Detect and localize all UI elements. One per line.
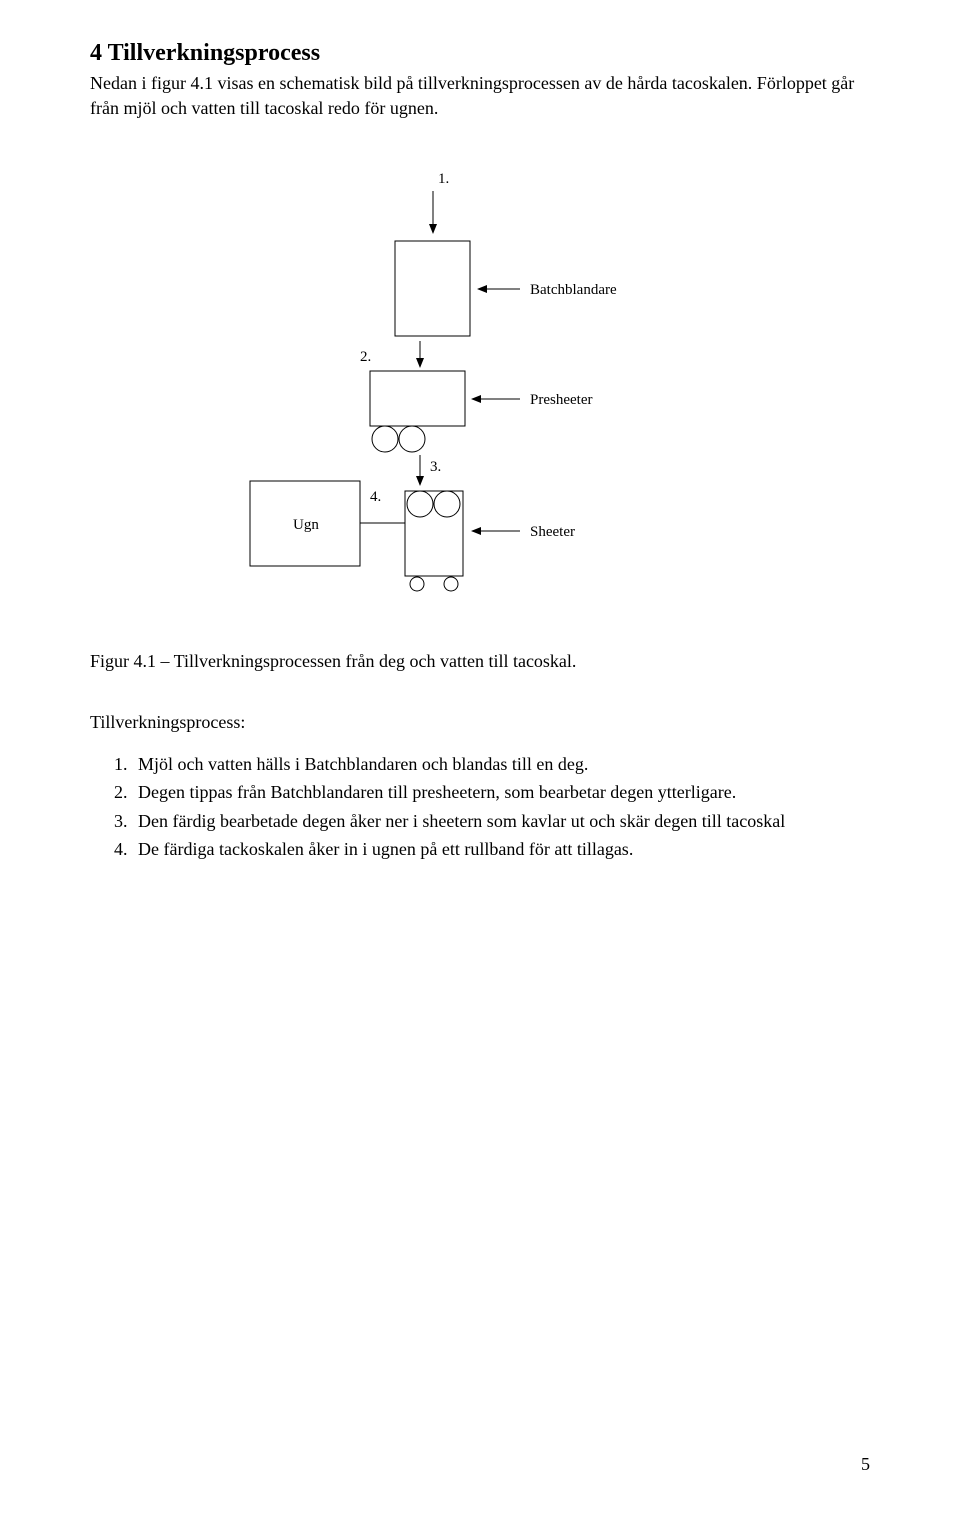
- list-item: Mjöl och vatten hälls i Batchblandaren o…: [132, 751, 870, 777]
- list-item: Den färdig bearbetade degen åker ner i s…: [132, 808, 870, 834]
- svg-text:3.: 3.: [430, 459, 441, 475]
- svg-text:1.: 1.: [438, 171, 449, 187]
- process-diagram: 1. 2. 3. 4. Batchblandare Presheeter Sheeter Ug…: [220, 171, 740, 601]
- svg-text:Sheeter: Sheeter: [530, 524, 575, 540]
- list-item: Degen tippas från Batchblandaren till pr…: [132, 779, 870, 805]
- section-heading: 4 Tillverkningsprocess: [90, 40, 870, 67]
- list-item: De färdiga tackoskalen åker in i ugnen p…: [132, 836, 870, 862]
- intro-paragraph: Nedan i figur 4.1 visas en schematisk bi…: [90, 71, 870, 121]
- process-list-label: Tillverkningsprocess:: [90, 712, 870, 733]
- svg-text:2.: 2.: [360, 349, 371, 365]
- svg-text:4.: 4.: [370, 489, 381, 505]
- svg-text:Presheeter: Presheeter: [530, 392, 592, 408]
- svg-text:Ugn: Ugn: [293, 517, 319, 533]
- page-number: 5: [861, 1454, 870, 1475]
- process-list: Mjöl och vatten hälls i Batchblandaren o…: [112, 751, 870, 861]
- svg-text:Batchblandare: Batchblandare: [530, 282, 617, 298]
- figure-caption: Figur 4.1 – Tillverkningsprocessen från …: [90, 651, 870, 672]
